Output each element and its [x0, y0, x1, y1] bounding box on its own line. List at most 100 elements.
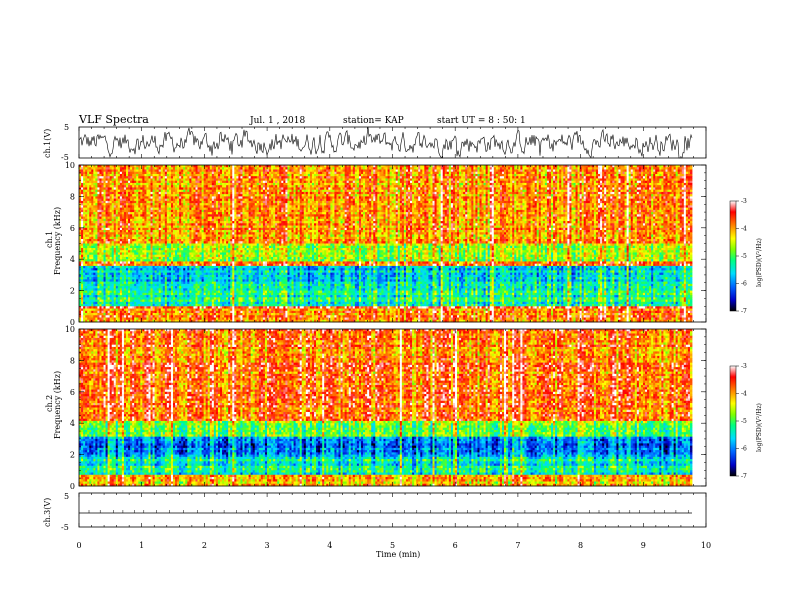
spectrogram-cell: [199, 169, 202, 173]
spectrogram-cell: [434, 169, 437, 173]
spectrogram-cell: [107, 176, 111, 179]
spectrogram-cell: [587, 176, 591, 179]
spectrogram-cell: [661, 167, 664, 170]
spectrogram-cell: [271, 167, 274, 170]
spectrogram-cell: [440, 167, 444, 170]
spectrogram-cell: [309, 165, 313, 168]
spectrogram-cell: [301, 173, 305, 177]
spectrogram-cell: [311, 165, 315, 168]
spectrogram-cell: [230, 173, 233, 177]
spectrogram-cell: [226, 165, 229, 168]
spectrogram-cell: [326, 176, 329, 179]
spectrogram-cell: [363, 171, 366, 175]
spectrogram-cell: [275, 173, 278, 177]
spectrogram-cell: [365, 167, 368, 170]
spectrogram-cell: [647, 171, 650, 175]
spectrogram-cell: [385, 173, 388, 177]
spectrogram-cell: [350, 169, 354, 173]
spectrogram-cell: [544, 176, 548, 179]
spectrogram-cell: [663, 173, 666, 177]
spectrogram-cell: [271, 176, 274, 179]
spectrogram-cell: [266, 169, 270, 173]
spectrogram-cell: [334, 165, 337, 168]
spectrogram-cell: [260, 165, 264, 168]
spectrogram-cell: [628, 165, 632, 168]
ch1-waveform-frame: [78, 126, 707, 159]
spectrogram-cell: [428, 176, 431, 179]
spectrogram-cell: [291, 167, 294, 170]
spectrogram-cell: [493, 167, 497, 170]
spectrogram-cell: [146, 165, 149, 168]
spectrogram-cell: [610, 169, 613, 173]
spectrogram-cell: [608, 169, 611, 173]
spectrogram-cell: [332, 173, 335, 177]
spectrogram-cell: [97, 173, 100, 177]
spectrogram-cell: [412, 169, 415, 173]
spectrogram-cell: [645, 167, 648, 170]
spectrogram-cell: [583, 171, 587, 175]
spectrogram-cell: [405, 165, 409, 168]
spectrogram-cell: [546, 165, 550, 168]
spectrogram-cell: [454, 165, 458, 168]
spectrogram-cell: [95, 173, 98, 177]
spectrogram-cell: [416, 167, 419, 170]
spectrogram-cell: [281, 165, 284, 168]
spectrogram-cell: [181, 171, 184, 175]
spectrogram-cell: [156, 171, 160, 175]
spectrogram-cell: [115, 169, 119, 173]
spectrogram-cell: [103, 169, 106, 173]
spectrogram-cell: [185, 169, 188, 173]
spectrogram-cell: [177, 167, 180, 170]
spectrogram-cell: [516, 176, 519, 179]
spectrogram-cell: [336, 173, 339, 177]
spectrogram-cell: [389, 171, 393, 175]
spectrogram-cell: [473, 169, 476, 173]
spectrogram-cell: [328, 169, 331, 173]
spectrogram-cell: [316, 176, 319, 179]
spectrogram-cell: [581, 171, 585, 175]
spectrogram-cell: [250, 176, 254, 179]
spectrogram-cell: [387, 171, 390, 175]
spectrogram-cell: [283, 165, 286, 168]
spectrogram-cell: [397, 165, 401, 168]
spectrogram-cell: [132, 173, 135, 177]
spectrogram-cell: [348, 167, 352, 170]
spectrogram-cell: [291, 165, 294, 168]
spectrogram-cell: [504, 176, 507, 179]
spectrogram-cell: [638, 171, 642, 175]
spectrogram-cell: [350, 173, 354, 177]
spectrogram-cell: [385, 171, 388, 175]
spectrogram-cell: [442, 176, 446, 179]
spectrogram-cell: [422, 176, 425, 179]
spectrogram-cell: [224, 165, 227, 168]
spectrogram-cell: [483, 169, 487, 173]
spectrogram-cell: [307, 165, 311, 168]
spectrogram-cell: [671, 173, 675, 177]
spectrogram-cell: [365, 171, 368, 175]
spectrogram-cell: [232, 169, 235, 173]
spectrogram-cell: [661, 171, 664, 175]
spectrogram-cell: [407, 173, 411, 177]
spectrogram-cell: [687, 167, 691, 170]
spectrogram-cell: [175, 171, 178, 175]
spectrogram-cell: [179, 173, 182, 177]
spectrogram-cell: [97, 171, 100, 175]
spectrogram-cell: [518, 173, 521, 177]
spectrogram-cell: [589, 173, 593, 177]
spectrogram-cell: [134, 173, 137, 177]
spectrogram-cell: [191, 176, 194, 179]
spectrogram-cell: [224, 167, 227, 170]
spectrogram-cell: [653, 173, 656, 177]
spectrogram-cell: [469, 171, 472, 175]
spectrogram-cell: [277, 169, 280, 173]
spectrogram-cell: [561, 165, 564, 168]
spectrogram-cell: [436, 171, 440, 175]
spectrogram-cell: [471, 173, 474, 177]
spectrogram-cell: [681, 171, 685, 175]
spectrogram-cell: [99, 176, 102, 179]
spectrogram-cell: [506, 169, 509, 173]
spectrogram-cell: [391, 171, 395, 175]
spectrogram-cell: [420, 173, 423, 177]
spectrogram-cell: [258, 176, 262, 179]
spectrogram-cell: [424, 173, 427, 177]
